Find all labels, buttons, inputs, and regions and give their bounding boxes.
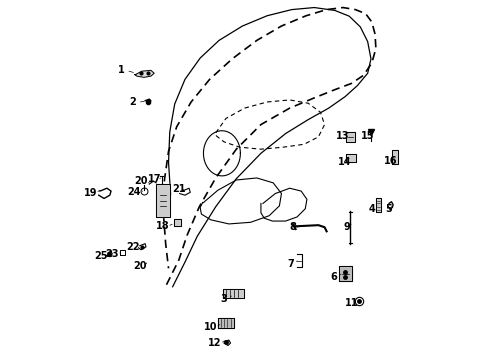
Polygon shape xyxy=(217,318,234,328)
Text: 23: 23 xyxy=(105,249,119,259)
Text: 20: 20 xyxy=(134,176,147,186)
Text: 19: 19 xyxy=(83,188,97,198)
Text: 24: 24 xyxy=(127,187,141,197)
Text: 25: 25 xyxy=(94,251,107,261)
Polygon shape xyxy=(134,70,154,77)
Text: 9: 9 xyxy=(343,222,350,232)
Polygon shape xyxy=(375,198,380,212)
Polygon shape xyxy=(156,184,169,217)
Polygon shape xyxy=(174,219,181,226)
Text: 14: 14 xyxy=(338,157,351,167)
Text: 7: 7 xyxy=(286,259,293,269)
Text: 18: 18 xyxy=(155,221,169,231)
Text: 4: 4 xyxy=(367,204,374,214)
Polygon shape xyxy=(223,289,243,298)
Polygon shape xyxy=(338,266,351,282)
Text: 12: 12 xyxy=(208,338,221,348)
Text: 11: 11 xyxy=(344,298,357,308)
Text: 10: 10 xyxy=(203,323,217,332)
Text: 17: 17 xyxy=(148,174,162,184)
Polygon shape xyxy=(346,132,354,142)
Polygon shape xyxy=(391,150,398,163)
Text: 6: 6 xyxy=(330,272,337,282)
Text: 13: 13 xyxy=(335,131,348,141)
Text: 2: 2 xyxy=(129,98,136,107)
Text: 8: 8 xyxy=(289,222,296,232)
Text: 3: 3 xyxy=(220,294,227,305)
Text: 21: 21 xyxy=(172,184,185,194)
Text: 22: 22 xyxy=(126,242,139,252)
Polygon shape xyxy=(346,154,355,162)
Text: 5: 5 xyxy=(385,204,391,214)
Text: 16: 16 xyxy=(384,156,397,166)
Text: 1: 1 xyxy=(118,66,124,75)
Text: 15: 15 xyxy=(360,131,374,141)
Text: 20: 20 xyxy=(133,261,146,271)
